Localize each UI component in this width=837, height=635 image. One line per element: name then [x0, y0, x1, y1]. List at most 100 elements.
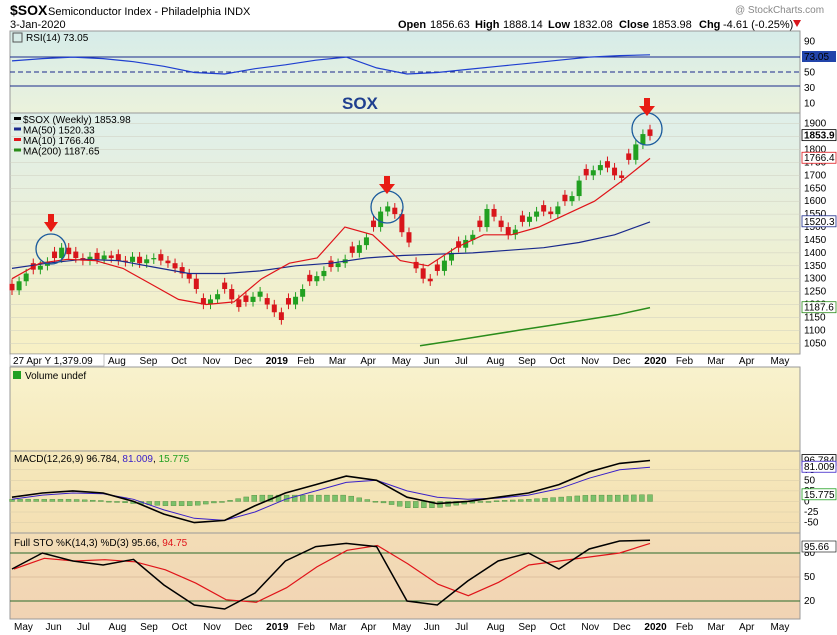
x-tick-label: Feb	[297, 356, 315, 367]
x-tick-label: Oct	[550, 622, 566, 633]
price-tag: 1766.4	[804, 153, 835, 164]
histogram-bar	[162, 501, 169, 506]
rsi-tick-label: 10	[804, 98, 816, 109]
candle	[271, 304, 277, 313]
candle	[576, 180, 582, 197]
histogram-bar	[211, 501, 217, 504]
candle	[477, 220, 483, 228]
candle	[122, 260, 128, 262]
histogram-bar	[219, 501, 225, 503]
candle	[449, 252, 455, 261]
candle	[108, 255, 114, 259]
candle	[101, 255, 107, 260]
symbol: $SOX	[10, 2, 48, 18]
x-tick-label: May	[392, 622, 411, 633]
x-tick-label: Dec	[613, 356, 631, 367]
stoch-d-value: 94.75	[162, 538, 187, 549]
histogram-bar	[49, 499, 56, 502]
candle	[413, 261, 419, 269]
candle	[151, 258, 157, 260]
legend-entry: MA(200) 1187.65	[23, 147, 100, 158]
candle	[406, 232, 412, 243]
rsi-tick-label: 30	[804, 83, 816, 94]
histogram-bar	[195, 501, 201, 506]
x-tick-label: Dec	[235, 622, 253, 633]
candle	[307, 274, 313, 282]
histogram-bar	[574, 495, 581, 502]
histogram-bar	[477, 501, 484, 503]
candle	[130, 256, 136, 262]
histogram-bar	[606, 494, 613, 502]
x-tick-label: Mar	[329, 356, 347, 367]
stoch-label-prefix: Full STO %K(14,3) %D(3)	[14, 538, 132, 549]
x-tick-label: Jun	[46, 622, 62, 633]
x-tick-label: Nov	[581, 356, 599, 367]
date-tag: 27 Apr Y 1,379.09	[13, 356, 93, 367]
open-value: 1856.63	[430, 19, 470, 31]
high-label: High	[475, 19, 500, 31]
candle	[555, 206, 561, 215]
arrow-down-icon	[44, 222, 58, 232]
candle	[250, 296, 256, 302]
candle	[59, 247, 65, 259]
x-tick-label: Oct	[550, 356, 566, 367]
histogram-bar	[590, 494, 597, 502]
open-label: Open	[398, 19, 426, 31]
candle	[484, 208, 490, 228]
candle	[633, 144, 639, 160]
price-panel	[9, 112, 801, 355]
stoch-panel	[9, 532, 801, 620]
x-tick-label: Aug	[487, 356, 505, 367]
candle	[583, 168, 589, 176]
candle	[243, 295, 249, 302]
candle	[285, 298, 291, 305]
legend-swatch	[14, 127, 21, 131]
ma50-line	[11, 221, 651, 275]
stoch-label: Full STO %K(14,3) %D(3) 95.66, 94.75	[14, 538, 188, 549]
candle	[612, 167, 618, 176]
candle	[200, 298, 206, 305]
histogram-bar	[631, 494, 637, 502]
histogram-bar	[251, 495, 257, 502]
candle	[498, 220, 504, 228]
candle	[541, 205, 547, 212]
candle	[16, 281, 22, 291]
candle	[172, 263, 178, 269]
candle	[371, 220, 377, 228]
x-tick-label: Aug	[109, 622, 127, 633]
histogram-bar	[510, 499, 516, 502]
candle	[356, 245, 362, 253]
histogram-bar	[106, 500, 112, 503]
histogram-bar	[114, 501, 120, 503]
candle	[158, 254, 164, 261]
candle	[470, 234, 476, 240]
x-tick-label: Mar	[707, 622, 725, 633]
y-tick-label: 1300	[804, 274, 827, 285]
stoch-tick-label: 80	[804, 548, 816, 559]
candle	[215, 294, 221, 300]
macd-hist-value: 15.775	[159, 454, 190, 465]
histogram-bar	[437, 501, 443, 508]
y-tick-label: 1350	[804, 261, 827, 272]
index-name: Semiconductor Index - Philadelphia INDX	[48, 6, 251, 18]
volume-icon	[13, 371, 21, 379]
candle	[23, 273, 29, 282]
histogram-bar	[90, 499, 96, 502]
candle	[399, 214, 405, 233]
rsi-tag: 73.05	[804, 52, 829, 63]
x-tick-label: Dec	[234, 356, 252, 367]
candle	[647, 129, 653, 136]
rsi-toggle-icon[interactable]	[12, 32, 23, 43]
histogram-bar	[308, 494, 314, 502]
macd-signal-value: 81.009	[122, 454, 153, 465]
candle	[378, 211, 384, 228]
y-tick-label: 1450	[804, 235, 827, 246]
x-tick-label: Jun	[423, 356, 439, 367]
candle	[193, 278, 199, 290]
histogram-bar	[17, 499, 23, 502]
x-tick-label: Jul	[455, 356, 468, 367]
candle	[385, 206, 391, 212]
y-tick-label: 1900	[804, 119, 827, 130]
stoch-k-line	[11, 539, 651, 610]
candle	[441, 260, 447, 271]
